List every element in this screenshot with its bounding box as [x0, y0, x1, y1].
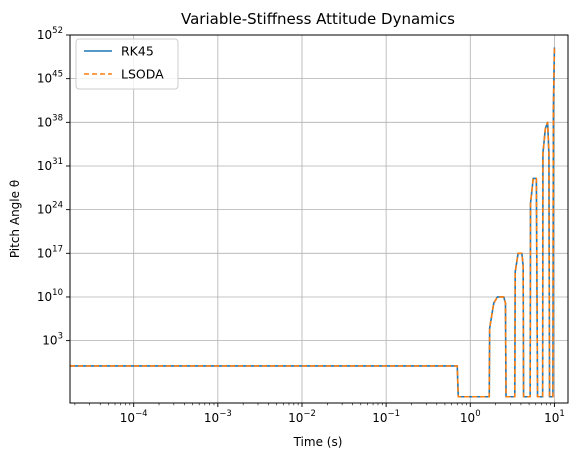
y-tick-label: 1017 — [37, 244, 63, 260]
series-line-rk45 — [70, 47, 556, 398]
y-tick-label: 103 — [42, 332, 63, 348]
y-tick-label: 1052 — [37, 26, 63, 42]
tick-layer: 10−4 10−3 10−2 10−1 100 101 103 1010 1017 1024 103… — [37, 26, 565, 425]
x-tick-label: 101 — [544, 409, 565, 425]
x-tick-label: 10−2 — [288, 409, 316, 425]
x-tick-label: 10−3 — [204, 409, 232, 425]
y-axis-label: Pitch Angle θ — [8, 180, 22, 258]
x-tick-label: 10−1 — [372, 409, 400, 425]
series-layer — [70, 47, 556, 398]
legend: RK45 LSODA — [75, 38, 179, 90]
plot-frame — [69, 34, 569, 404]
chart-title: Variable-Stiffness Attitude Dynamics — [181, 10, 455, 28]
legend-label-lsoda: LSODA — [121, 67, 164, 82]
x-axis-label: Time (s) — [293, 435, 343, 449]
y-tick-label: 1038 — [37, 113, 63, 129]
x-tick-label: 10−4 — [120, 409, 148, 425]
y-tick-label: 1045 — [37, 70, 63, 86]
series-line-lsoda — [70, 47, 556, 398]
y-tick-label: 1031 — [37, 157, 63, 173]
grid-layer — [70, 34, 568, 403]
y-tick-label: 1024 — [37, 201, 63, 217]
y-tick-label: 1010 — [37, 288, 63, 304]
legend-label-rk45: RK45 — [121, 44, 154, 59]
x-tick-label: 100 — [460, 409, 481, 425]
